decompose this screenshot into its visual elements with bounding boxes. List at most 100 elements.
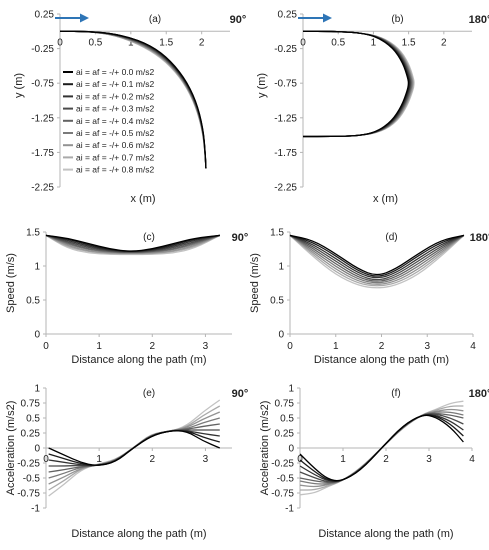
panel-f-y-tick-label: -1	[285, 504, 294, 515]
panel-f-x-tick-label: 2	[383, 454, 389, 465]
panel-c-series-line	[45, 234, 220, 252]
legend-entry: ai = af = -/+ 0.2 m/s2	[76, 91, 154, 101]
panel-d-x-tick-label: 3	[424, 341, 430, 352]
panel-d-series-line	[289, 234, 465, 289]
panel-a-x-tick-label: 1	[128, 37, 134, 48]
panel-d-panel-label: (d)	[385, 232, 397, 243]
panel-f-x-axis-label: Distance along the path (m)	[318, 528, 453, 540]
panel-b-y-axis-label: y (m)	[256, 73, 268, 98]
panel-d-y-tick-label: 1.5	[270, 228, 284, 239]
legend-entry: ai = af = -/+ 0.0 m/s2	[76, 67, 154, 77]
panel-d-angle-label: 180°	[470, 232, 489, 244]
panel-c-y-tick-label: 1	[34, 262, 40, 273]
panel-a-angle-label: 90°	[230, 14, 247, 26]
panel-a-y-tick-label: -1.25	[31, 113, 54, 124]
panel-d-x-tick-label: 4	[470, 341, 476, 352]
legend-entry: ai = af = -/+ 0.5 m/s2	[76, 128, 154, 138]
panel-f-y-tick-label: -0.5	[277, 474, 295, 485]
panel-f-y-tick-label: -0.25	[271, 459, 294, 470]
panel-b-y-tick-label: -1.75	[274, 148, 297, 159]
panel-e-y-tick-label: -0.25	[17, 459, 40, 470]
panel-f-y-tick-label: 0	[288, 444, 294, 455]
panel-d-x-tick-label: 1	[333, 341, 339, 352]
panel-e-angle-label: 90°	[232, 388, 249, 400]
panel-d-series-line	[289, 234, 465, 277]
panel-a-x-axis-label: x (m)	[130, 193, 155, 205]
panel-e-x-axis-label: Distance along the path (m)	[71, 528, 206, 540]
legend-entry: ai = af = -/+ 0.3 m/s2	[76, 104, 154, 114]
legend-entry: ai = af = -/+ 0.8 m/s2	[76, 165, 154, 175]
panel-f-y-tick-label: 1	[288, 384, 294, 395]
panel-c-x-tick-label: 2	[150, 341, 156, 352]
panel-c-x-tick-label: 1	[96, 341, 102, 352]
panel-e-y-tick-label: -0.75	[17, 489, 40, 500]
legend-entry: ai = af = -/+ 0.1 m/s2	[76, 79, 154, 89]
panel-c-x-tick-label: 0	[43, 341, 49, 352]
panel-d-y-tick-label: 0	[278, 330, 284, 341]
panel-e-y-axis-label: Acceleration (m/s2)	[5, 401, 17, 496]
panel-a-direction-arrow-head	[80, 13, 89, 23]
panel-a-x-tick-label: 0	[57, 37, 63, 48]
panel-e-y-tick-label: 1	[34, 384, 40, 395]
panel-f-x-tick-label: 1	[340, 454, 346, 465]
panel-c-angle-label: 90°	[232, 232, 249, 244]
panel-d-series-line	[289, 234, 465, 284]
panel-b-series-line	[302, 30, 410, 138]
panel-c-panel-label: (c)	[143, 232, 155, 243]
panel-d-x-tick-label: 0	[287, 341, 293, 352]
panel-f-y-tick-label: 0.75	[275, 399, 295, 410]
panel-b-y-tick-label: 0.25	[278, 10, 298, 21]
panel-f-angle-label: 180°	[469, 388, 489, 400]
panel-d-series-line	[289, 234, 464, 276]
panel-a-y-axis-label: y (m)	[13, 73, 25, 98]
panel-e-series-line	[48, 430, 221, 466]
panel-d-series-line	[289, 234, 465, 287]
panel-e-x-tick-label: 0	[43, 454, 49, 465]
panel-c-series-line	[45, 234, 220, 254]
panel-b-x-tick-label: 0.5	[331, 37, 345, 48]
panel-b-x-tick-label: 1	[371, 37, 377, 48]
panel-b-angle-label: 180°	[469, 14, 489, 26]
panel-e-x-tick-label: 1	[96, 454, 102, 465]
panel-d-series-line	[289, 234, 465, 285]
panel-a-x-tick-label: 2	[199, 37, 205, 48]
panel-b-direction-arrow-head	[323, 13, 332, 23]
panel-b-y-tick-label: -2.25	[274, 183, 297, 194]
panel-a-y-tick-label: -2.25	[31, 183, 54, 194]
panel-d-y-tick-label: 0.5	[270, 296, 284, 307]
panel-e-y-tick-label: -0.5	[23, 474, 41, 485]
panel-c-series-line	[45, 234, 221, 256]
panel-d-series-line	[289, 234, 465, 281]
panel-d-x-axis-label: Distance along the path (m)	[314, 354, 449, 366]
panel-e-y-tick-label: -1	[31, 504, 40, 515]
panel-c-y-tick-label: 1.5	[26, 228, 40, 239]
panel-c-y-axis-label: Speed (m/s)	[5, 253, 17, 313]
legend-entry: ai = af = -/+ 0.4 m/s2	[76, 116, 154, 126]
panel-f-x-tick-label: 3	[426, 454, 432, 465]
panel-d-series-line	[289, 234, 465, 279]
panel-f-y-tick-label: -0.75	[271, 489, 294, 500]
panel-a-y-tick-label: -0.75	[31, 79, 54, 90]
panel-a-x-tick-label: 0.5	[88, 37, 102, 48]
panel-a-y-tick-label: -0.25	[31, 44, 54, 55]
panel-c-series-line	[45, 234, 221, 255]
panel-f-y-axis-label: Acceleration (m/s2)	[259, 401, 271, 496]
panel-c-y-tick-label: 0	[34, 330, 40, 341]
panel-f-x-tick-label: 4	[469, 454, 475, 465]
panel-f-panel-label: (f)	[391, 388, 400, 399]
panel-d-y-axis-label: Speed (m/s)	[249, 253, 261, 313]
panel-b-series-line	[302, 30, 415, 138]
panel-e-x-tick-label: 3	[203, 454, 209, 465]
panel-d-series-line	[289, 234, 465, 282]
panel-b-x-tick-label: 0	[300, 37, 306, 48]
legend-entry: ai = af = -/+ 0.6 m/s2	[76, 140, 154, 150]
panel-b-y-tick-label: -0.25	[274, 44, 297, 55]
panel-f-y-tick-label: 0.25	[275, 429, 295, 440]
panel-b-x-tick-label: 1.5	[402, 37, 416, 48]
panel-b-panel-label: (b)	[391, 14, 403, 25]
panel-a-x-tick-label: 1.5	[159, 37, 173, 48]
legend-entry: ai = af = -/+ 0.7 m/s2	[76, 152, 154, 162]
panel-e-y-tick-label: 0	[34, 444, 40, 455]
panel-a-panel-label: (a)	[149, 14, 161, 25]
